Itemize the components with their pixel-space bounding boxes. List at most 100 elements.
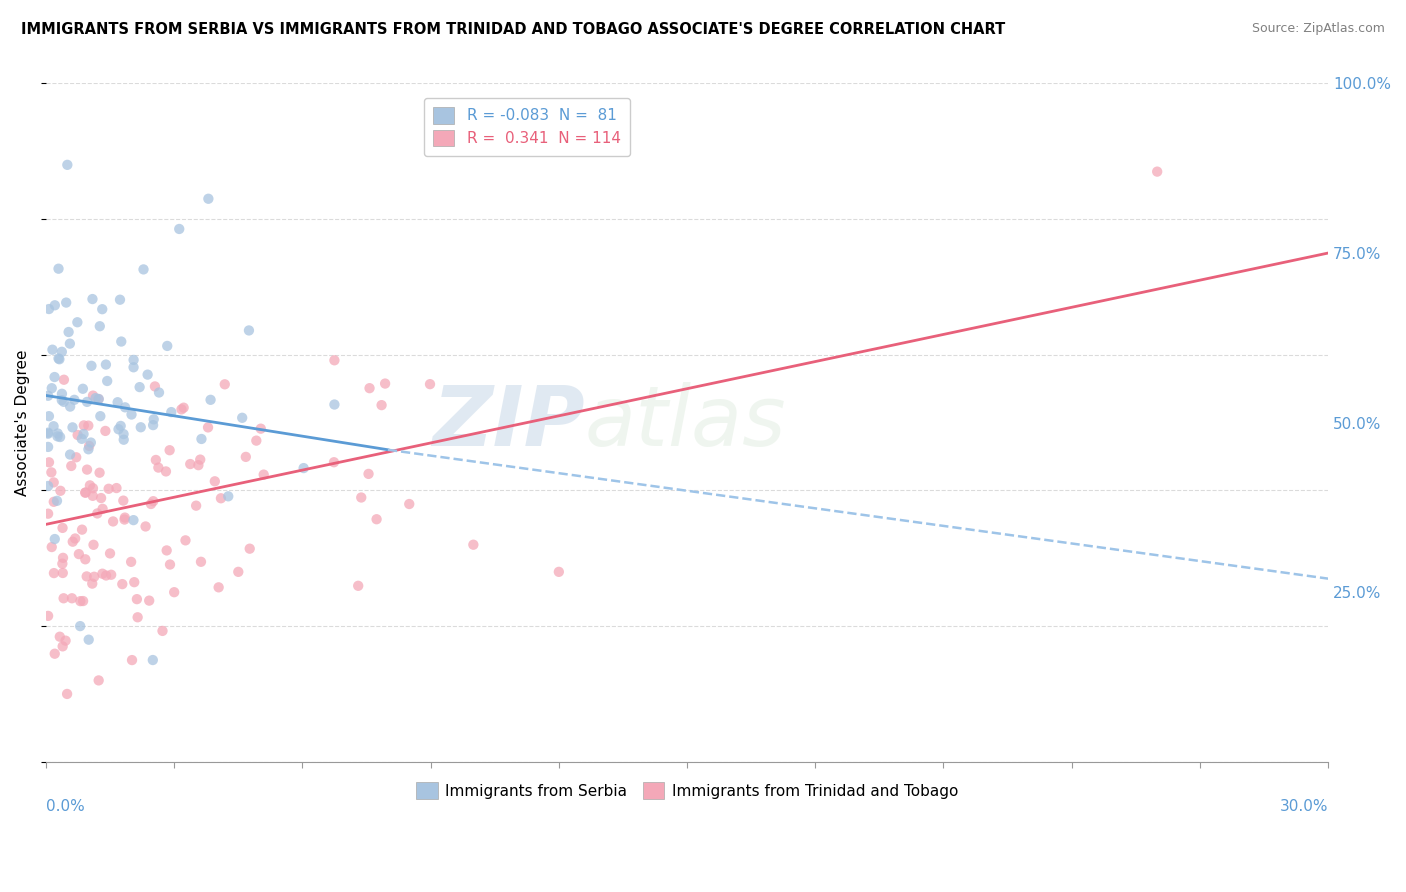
Point xyxy=(245,434,267,448)
Point xyxy=(44,647,66,661)
Point xyxy=(167,222,190,236)
Point xyxy=(56,687,79,701)
Point xyxy=(46,493,69,508)
Point xyxy=(121,653,143,667)
Point xyxy=(56,158,79,172)
Point xyxy=(48,351,70,366)
Point xyxy=(42,566,65,580)
Text: atlas: atlas xyxy=(585,382,786,463)
Point xyxy=(46,426,69,441)
Point xyxy=(52,566,75,580)
Point xyxy=(41,381,63,395)
Point xyxy=(96,374,118,388)
Point xyxy=(77,632,100,647)
Point xyxy=(350,491,373,505)
Point xyxy=(89,409,111,424)
Point xyxy=(51,344,73,359)
Point xyxy=(83,570,105,584)
Point xyxy=(136,368,159,382)
Point xyxy=(42,475,65,490)
Y-axis label: Associate's Degree: Associate's Degree xyxy=(15,350,30,496)
Point xyxy=(82,489,104,503)
Point xyxy=(159,443,181,458)
Point xyxy=(59,448,82,462)
Point xyxy=(67,547,90,561)
Point xyxy=(347,579,370,593)
Point xyxy=(209,491,232,506)
Point xyxy=(148,460,170,475)
Point xyxy=(159,558,181,572)
Point xyxy=(83,538,105,552)
Point xyxy=(76,395,98,409)
Point xyxy=(148,385,170,400)
Point xyxy=(37,440,59,454)
Point xyxy=(37,425,59,440)
Point xyxy=(82,389,104,403)
Point xyxy=(72,427,94,442)
Point xyxy=(323,353,346,368)
Point xyxy=(51,557,73,571)
Legend: Immigrants from Serbia, Immigrants from Trinidad and Tobago: Immigrants from Serbia, Immigrants from … xyxy=(411,776,965,805)
Point xyxy=(66,315,89,329)
Point xyxy=(44,532,66,546)
Text: 30.0%: 30.0% xyxy=(1279,799,1329,814)
Point xyxy=(114,401,136,415)
Point xyxy=(37,608,59,623)
Point xyxy=(142,653,165,667)
Point xyxy=(187,458,209,472)
Point xyxy=(49,483,72,498)
Point xyxy=(80,359,103,373)
Point xyxy=(235,450,257,464)
Point xyxy=(69,594,91,608)
Point xyxy=(62,534,84,549)
Point xyxy=(323,455,346,469)
Point xyxy=(97,482,120,496)
Point xyxy=(145,453,167,467)
Point xyxy=(84,391,107,405)
Point xyxy=(217,489,239,503)
Point xyxy=(59,336,82,351)
Point xyxy=(55,633,77,648)
Point xyxy=(114,510,136,524)
Point xyxy=(65,450,87,465)
Point xyxy=(42,495,65,509)
Point xyxy=(48,261,70,276)
Point xyxy=(41,466,63,480)
Point xyxy=(63,532,86,546)
Point xyxy=(370,398,392,412)
Point xyxy=(80,435,103,450)
Point xyxy=(51,393,73,408)
Point xyxy=(82,481,104,495)
Point xyxy=(75,485,97,500)
Point xyxy=(190,555,212,569)
Point xyxy=(122,360,145,375)
Point xyxy=(38,455,60,469)
Point xyxy=(214,377,236,392)
Text: ZIP: ZIP xyxy=(432,382,585,463)
Point xyxy=(89,466,111,480)
Point xyxy=(128,380,150,394)
Point xyxy=(398,497,420,511)
Point xyxy=(66,428,89,442)
Point xyxy=(72,594,94,608)
Point xyxy=(110,334,132,349)
Point xyxy=(188,452,211,467)
Point xyxy=(77,439,100,453)
Point xyxy=(60,591,83,606)
Point xyxy=(52,550,75,565)
Point xyxy=(69,619,91,633)
Point xyxy=(52,640,75,654)
Point xyxy=(357,467,380,481)
Point xyxy=(98,546,121,560)
Point xyxy=(46,429,69,443)
Point xyxy=(127,610,149,624)
Point xyxy=(38,409,60,424)
Text: Source: ZipAtlas.com: Source: ZipAtlas.com xyxy=(1251,22,1385,36)
Point xyxy=(82,292,104,306)
Point xyxy=(197,192,219,206)
Point xyxy=(132,262,155,277)
Point xyxy=(120,555,142,569)
Point xyxy=(75,485,97,500)
Point xyxy=(75,552,97,566)
Point xyxy=(41,540,63,554)
